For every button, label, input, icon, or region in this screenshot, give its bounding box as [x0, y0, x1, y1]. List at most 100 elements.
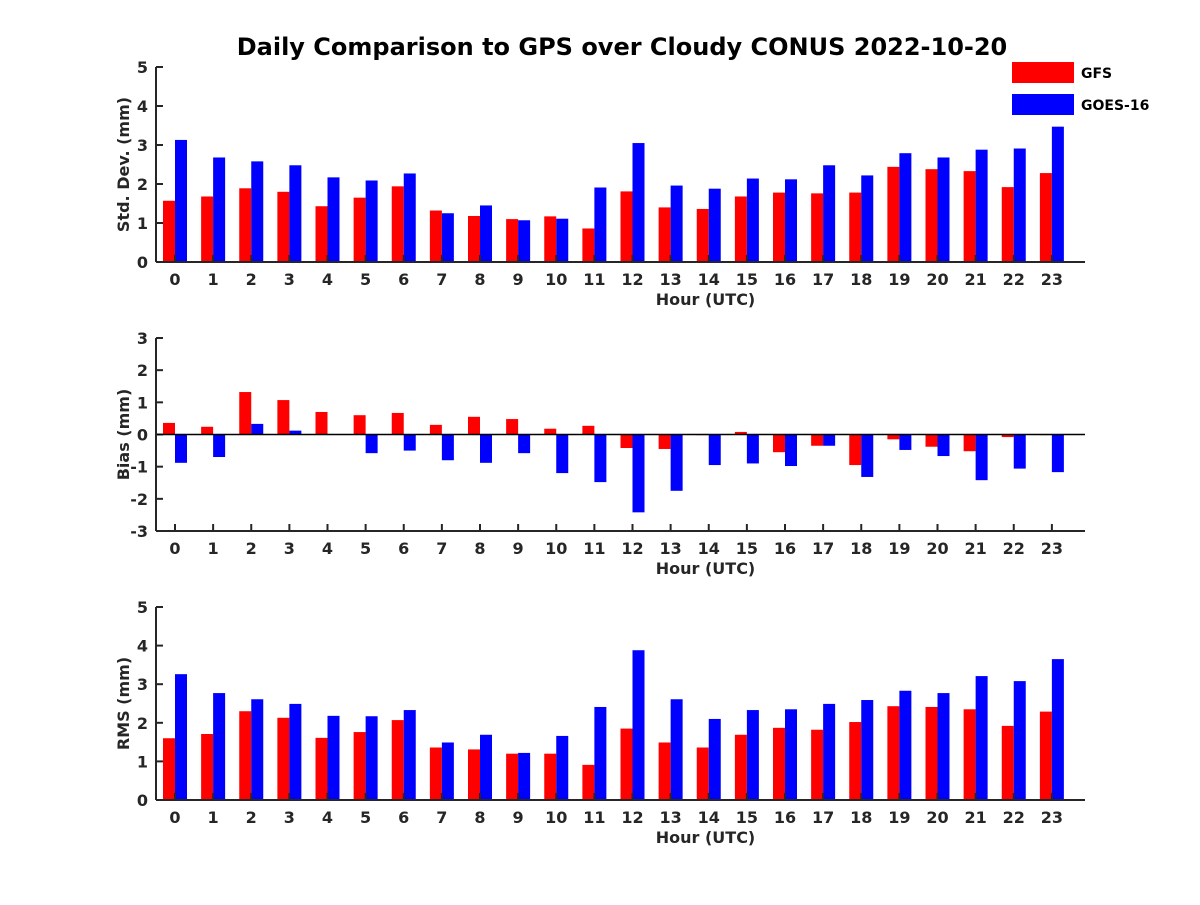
bar-goes16-hour-10 — [556, 434, 569, 474]
bar-goes16-hour-8 — [480, 734, 492, 800]
x-tick-label: 9 — [513, 270, 524, 289]
bar-goes16-hour-3 — [289, 430, 302, 435]
bar-gfs-hour-10 — [544, 753, 557, 800]
bar-goes16-hour-22 — [1013, 148, 1026, 262]
bar-gfs-hour-14 — [696, 208, 709, 262]
x-tick-label: 8 — [474, 808, 485, 827]
bar-gfs-hour-12 — [620, 191, 633, 262]
bar-gfs-hour-21 — [963, 709, 976, 800]
bar-gfs-hour-6 — [391, 720, 404, 800]
bar-gfs-hour-22 — [1001, 187, 1014, 262]
x-tick-label: 3 — [284, 539, 295, 558]
bar-goes16-hour-9 — [518, 752, 531, 800]
bar-goes16-hour-17 — [823, 703, 836, 800]
bar-gfs-hour-10 — [544, 428, 557, 435]
x-tick-label: 13 — [659, 270, 681, 289]
bar-gfs-hour-13 — [658, 207, 671, 262]
bar-goes16-hour-23 — [1051, 659, 1064, 800]
bar-goes16-hour-15 — [746, 710, 759, 800]
x-tick-label: 6 — [398, 270, 409, 289]
x-tick-label: 0 — [169, 539, 180, 558]
bar-gfs-hour-7 — [429, 747, 442, 800]
bar-gfs-hour-11 — [582, 228, 595, 262]
bar-goes16-hour-19 — [899, 690, 912, 800]
bar-gfs-hour-5 — [353, 732, 366, 800]
x-tick-label: 1 — [208, 539, 219, 558]
x-tick-label: 19 — [888, 808, 910, 827]
bar-goes16-hour-16 — [785, 179, 797, 262]
bar-gfs-hour-13 — [658, 742, 671, 800]
x-tick-label: 7 — [436, 539, 447, 558]
bar-goes16-hour-7 — [441, 213, 454, 262]
bar-gfs-hour-20 — [925, 706, 938, 800]
bar-goes16-hour-5 — [365, 716, 378, 800]
bar-goes16-hour-12 — [632, 434, 645, 513]
bar-gfs-hour-20 — [925, 169, 938, 262]
bar-goes16-hour-13 — [670, 185, 683, 262]
x-tick-label: 2 — [246, 539, 257, 558]
legend: GFS GOES-16 — [1012, 62, 1149, 115]
x-tick-label: 12 — [621, 539, 643, 558]
x-tick-label: 5 — [360, 539, 371, 558]
x-tick-label: 23 — [1041, 539, 1063, 558]
bar-gfs-hour-18 — [849, 192, 862, 262]
bar-goes16-hour-4 — [327, 177, 340, 262]
y-tick-label: -2 — [130, 490, 148, 509]
x-tick-label: 13 — [659, 808, 681, 827]
x-tick-label: 16 — [774, 539, 796, 558]
bar-gfs-hour-14 — [696, 747, 709, 800]
bar-gfs-hour-11 — [582, 764, 595, 800]
x-tick-label: 22 — [1003, 270, 1025, 289]
chart-title: Daily Comparison to GPS over Cloudy CONU… — [237, 33, 1008, 61]
bar-goes16-hour-11 — [594, 434, 607, 483]
x-tick-label: 20 — [926, 808, 948, 827]
bar-gfs-hour-21 — [963, 434, 976, 452]
x-tick-label: 22 — [1003, 808, 1025, 827]
bar-goes16-hour-13 — [670, 699, 683, 800]
x-tick-label: 20 — [926, 539, 948, 558]
x-tick-label: 9 — [513, 539, 524, 558]
bar-gfs-hour-15 — [734, 196, 747, 262]
bar-gfs-hour-21 — [963, 171, 976, 262]
x-tick-label: 11 — [583, 270, 605, 289]
x-tick-label: 22 — [1003, 539, 1025, 558]
bar-gfs-hour-8 — [468, 215, 480, 262]
bar-gfs-hour-1 — [201, 196, 214, 262]
x-tick-label: 23 — [1041, 808, 1063, 827]
legend-swatch-goes16 — [1012, 94, 1074, 115]
x-tick-label: 4 — [322, 539, 333, 558]
y-tick-label: 3 — [137, 329, 148, 348]
y-tick-label: 4 — [137, 637, 148, 656]
x-tick-label: 18 — [850, 539, 872, 558]
bar-goes16-hour-1 — [213, 157, 226, 262]
x-tick-label: 17 — [812, 270, 834, 289]
bar-goes16-hour-2 — [251, 423, 264, 435]
x-tick-label: 16 — [774, 270, 796, 289]
bar-gfs-hour-5 — [353, 415, 366, 435]
bar-goes16-hour-11 — [594, 706, 607, 800]
bar-gfs-hour-9 — [506, 419, 519, 435]
x-tick-label: 8 — [474, 539, 485, 558]
y-tick-label: 3 — [137, 675, 148, 694]
x-axis-label: Hour (UTC) — [656, 559, 756, 578]
y-tick-label: 4 — [137, 97, 148, 116]
bar-goes16-hour-15 — [746, 178, 759, 262]
y-tick-label: 0 — [137, 426, 148, 445]
x-tick-label: 11 — [583, 539, 605, 558]
bar-goes16-hour-6 — [403, 434, 416, 451]
bar-gfs-hour-0 — [163, 738, 175, 800]
y-tick-label: 0 — [137, 253, 148, 272]
y-tick-label: -1 — [130, 458, 148, 477]
bar-gfs-hour-16 — [773, 727, 785, 800]
x-tick-label: 15 — [736, 808, 758, 827]
bar-goes16-hour-19 — [899, 434, 912, 450]
bar-gfs-hour-9 — [506, 753, 519, 800]
x-tick-label: 3 — [284, 270, 295, 289]
bar-gfs-hour-13 — [658, 434, 671, 449]
y-tick-label: -3 — [130, 522, 148, 541]
y-tick-label: 2 — [137, 361, 148, 380]
bar-goes16-hour-6 — [403, 710, 416, 800]
